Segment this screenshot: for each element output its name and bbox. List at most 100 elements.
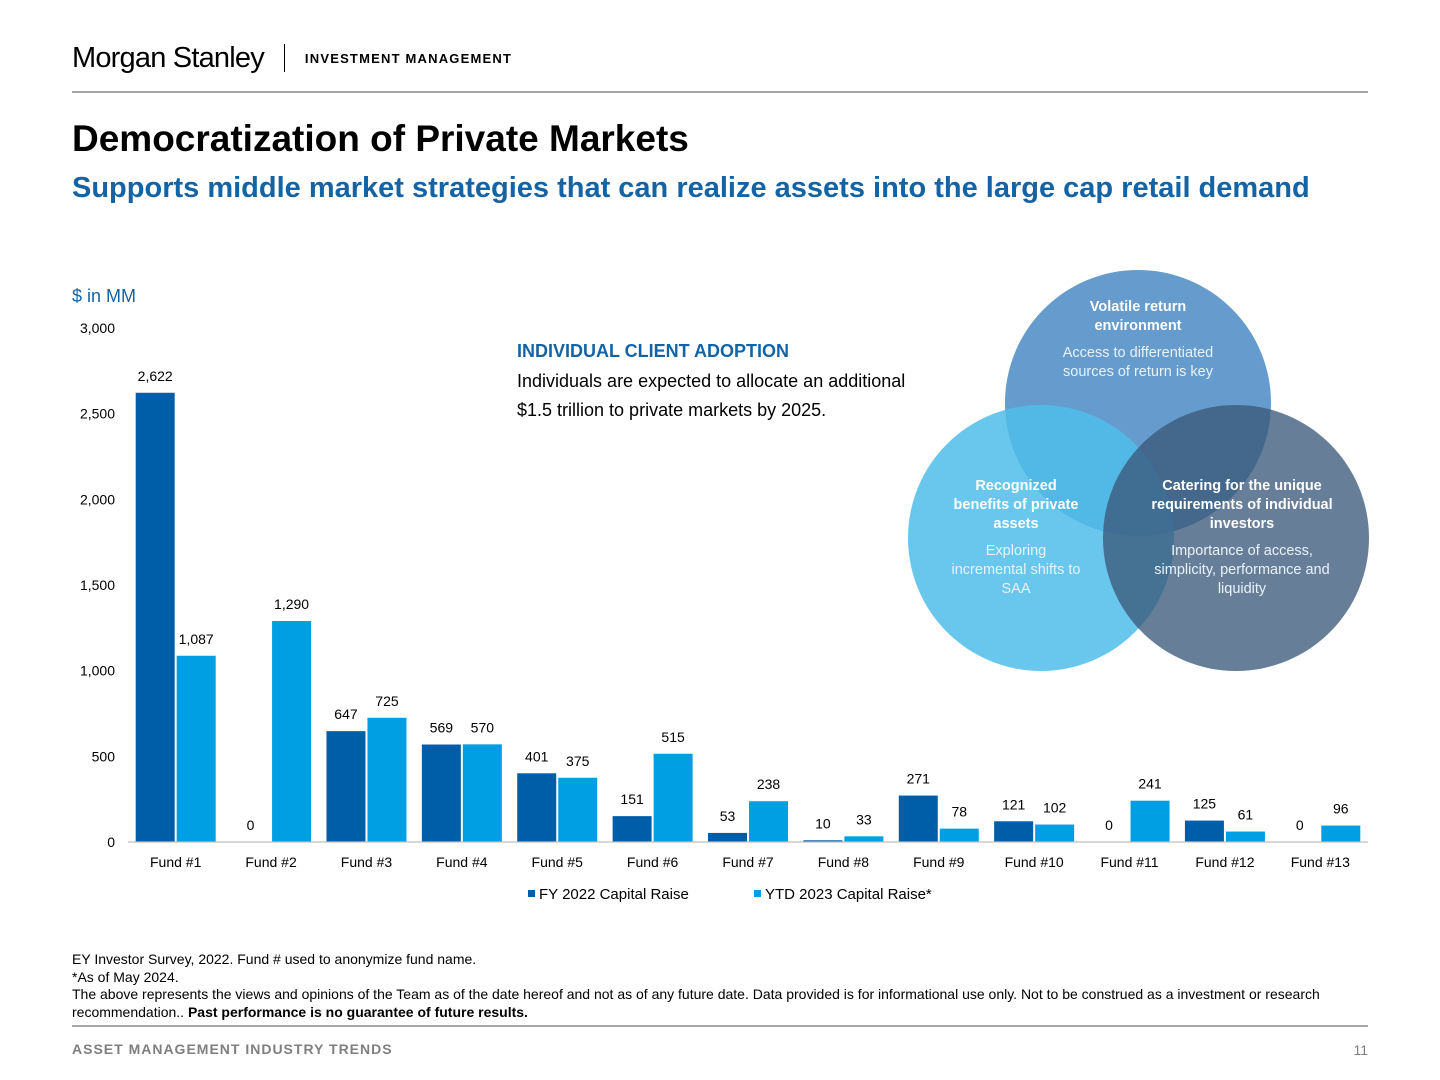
- x-tick-label: Fund #6: [627, 854, 679, 870]
- legend-label-2: YTD 2023 Capital Raise*: [765, 886, 932, 903]
- x-tick-label: Fund #12: [1195, 854, 1254, 870]
- data-label: 570: [471, 719, 495, 735]
- data-label: 725: [375, 693, 399, 709]
- x-tick-label: Fund #7: [722, 854, 774, 870]
- data-label: 61: [1238, 807, 1254, 823]
- venn-circle-left: [908, 405, 1174, 671]
- data-label: 238: [757, 776, 781, 792]
- bar-fy2022-6: [612, 816, 652, 842]
- venn-top-heading: Volatile return environment: [1089, 299, 1187, 334]
- page-subtitle: Supports middle market strategies that c…: [72, 172, 1310, 204]
- y-tick-label: 1,500: [80, 577, 115, 593]
- venn-right-text: Catering for the unique requirements of …: [1146, 477, 1338, 599]
- bar-fy2022-8: [803, 840, 843, 842]
- bar-ytd2023-1: [176, 655, 216, 842]
- footnote-date: *As of May 2024.: [72, 968, 179, 985]
- venn-right-body: Importance of access, simplicity, perfor…: [1154, 543, 1330, 597]
- bar-ytd2023-5: [558, 777, 598, 842]
- data-label: 0: [1105, 817, 1113, 833]
- bar-fy2022-4: [421, 744, 461, 842]
- data-label: 0: [1296, 817, 1304, 833]
- footnote-source: EY Investor Survey, 2022. Fund # used to…: [72, 951, 477, 967]
- bar-fy2022-12: [1184, 820, 1224, 842]
- unit-label: $ in MM: [72, 286, 136, 306]
- data-label: 515: [661, 729, 685, 745]
- data-label: 102: [1043, 800, 1067, 816]
- data-label: 569: [430, 720, 454, 736]
- data-label: 2,622: [138, 368, 173, 384]
- bar-ytd2023-11: [1130, 800, 1170, 842]
- x-tick-label: Fund #8: [818, 854, 870, 870]
- bar-ytd2023-9: [939, 828, 979, 842]
- bar-fy2022-1: [135, 392, 175, 842]
- data-label: 96: [1333, 801, 1349, 817]
- x-tick-label: Fund #13: [1291, 854, 1350, 870]
- y-tick-label: 2,500: [80, 406, 115, 422]
- page-number: 11: [1353, 1042, 1368, 1058]
- venn-left-text: Recognized benefits of private assets Ex…: [950, 477, 1082, 599]
- top-rule: [72, 91, 1368, 93]
- bar-ytd2023-7: [749, 801, 788, 842]
- y-tick-label: 3,000: [80, 320, 115, 336]
- bar-ytd2023-4: [462, 744, 502, 842]
- x-tick-label: Fund #2: [245, 854, 297, 870]
- x-tick-label: Fund #5: [532, 854, 584, 870]
- footer-section-label: ASSET MANAGEMENT INDUSTRY TRENDS: [72, 1041, 393, 1057]
- bar-ytd2023-2: [272, 620, 312, 842]
- data-label: 647: [334, 706, 358, 722]
- x-tick-label: Fund #1: [150, 854, 202, 870]
- bar-ytd2023-12: [1225, 831, 1265, 842]
- x-tick-label: Fund #10: [1005, 854, 1064, 870]
- bar-ytd2023-13: [1321, 825, 1361, 842]
- legend-swatch-2: [754, 890, 761, 897]
- data-label: 271: [907, 771, 931, 787]
- data-label: 0: [247, 817, 255, 833]
- callout: INDIVIDUAL CLIENT ADOPTION Individuals a…: [517, 340, 977, 425]
- x-tick-label: Fund #11: [1100, 854, 1158, 870]
- venn-left-body: Exploring incremental shifts to SAA: [951, 543, 1081, 597]
- bar-fy2022-9: [898, 795, 938, 842]
- data-label: 241: [1138, 776, 1162, 792]
- data-label: 401: [525, 748, 549, 764]
- morgan-stanley-logo: Morgan Stanley: [72, 41, 265, 74]
- header: Morgan Stanley INVESTMENT MANAGEMENT: [72, 38, 512, 78]
- x-tick-label: Fund #4: [436, 854, 488, 870]
- bar-ytd2023-10: [1035, 824, 1075, 842]
- x-tick-label: Fund #9: [913, 854, 965, 870]
- data-label: 10: [815, 815, 831, 831]
- bar-ytd2023-3: [367, 717, 407, 842]
- callout-body-line-1: Individuals are expected to allocate an …: [517, 371, 906, 391]
- y-tick-label: 1,000: [80, 663, 115, 679]
- venn-top-body: Access to differentiated sources of retu…: [1062, 345, 1214, 380]
- footnote-disclaimer-bold: Past performance is no guarantee of futu…: [187, 1003, 528, 1020]
- bar-fy2022-7: [708, 832, 747, 842]
- venn-right-heading: Catering for the unique requirements of …: [1151, 478, 1333, 532]
- legend-label-1: FY 2022 Capital Raise: [539, 886, 689, 903]
- callout-body-line-2: $1.5 trillion to private markets by 2025…: [517, 400, 827, 420]
- bar-ytd2023-8: [844, 836, 884, 842]
- logo-divider: [283, 44, 285, 72]
- footnotes: EY Investor Survey, 2022. Fund # used to…: [72, 951, 1372, 1021]
- bar-fy2022-10: [994, 821, 1034, 842]
- data-label: 1,290: [274, 596, 309, 612]
- bar-fy2022-3: [326, 731, 366, 842]
- venn-top-text: Volatile return environment Access to di…: [1046, 298, 1230, 382]
- data-label: 121: [1002, 796, 1026, 812]
- data-label: 151: [620, 791, 644, 807]
- footnote-disclaimer: The above represents the views and opini…: [72, 986, 1372, 1021]
- bar-ytd2023-6: [653, 753, 693, 842]
- data-label: 33: [856, 811, 872, 827]
- y-tick-label: 0: [107, 834, 115, 850]
- callout-body: Individuals are expected to allocate an …: [517, 367, 977, 425]
- page-title: Democratization of Private Markets: [72, 118, 689, 159]
- y-tick-label: 500: [92, 748, 116, 764]
- data-label: 125: [1193, 796, 1217, 812]
- division-label: INVESTMENT MANAGEMENT: [304, 50, 513, 66]
- y-tick-label: 2,000: [80, 491, 115, 507]
- callout-heading: INDIVIDUAL CLIENT ADOPTION: [517, 341, 790, 361]
- data-label: 78: [951, 804, 967, 820]
- data-label: 375: [566, 753, 590, 769]
- venn-left-heading: Recognized benefits of private assets: [953, 478, 1079, 532]
- venn-circle-right: [1103, 405, 1369, 671]
